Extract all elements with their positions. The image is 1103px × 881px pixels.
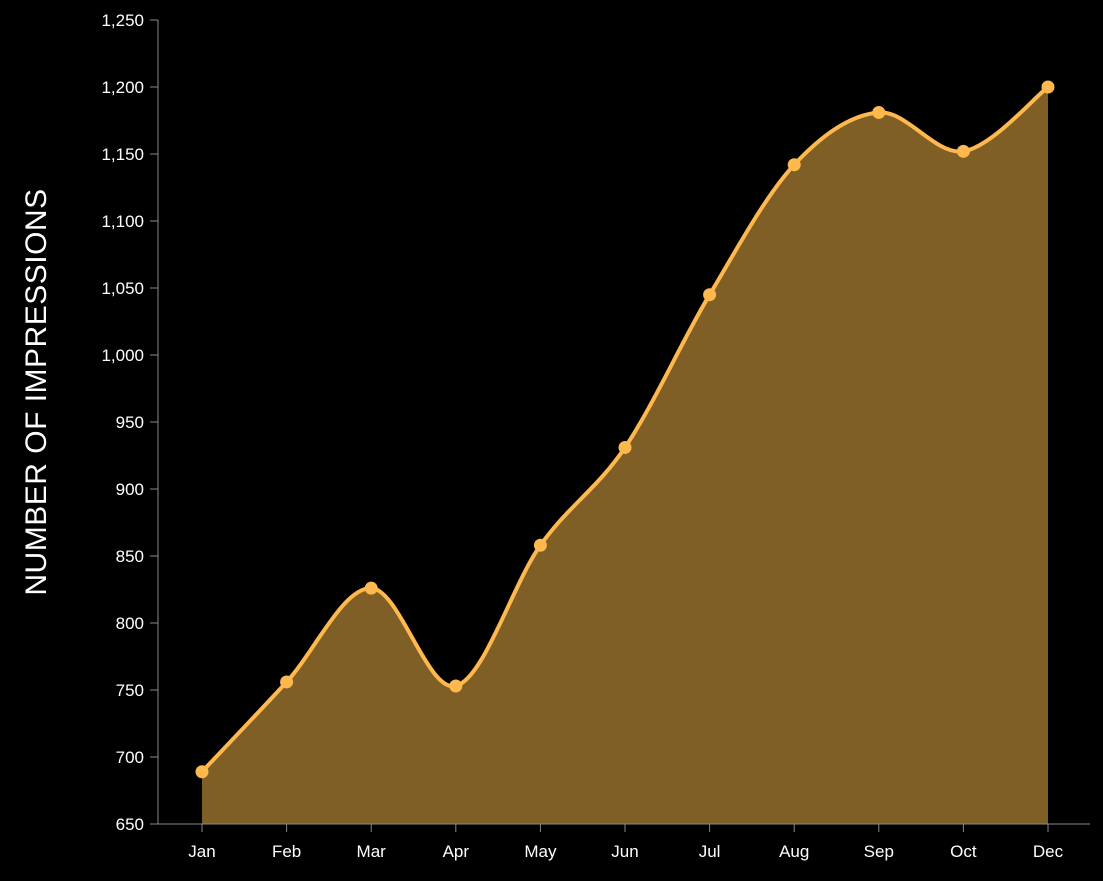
area-layer [200,85,1050,824]
y-tick-label: 800 [116,614,144,633]
y-tick-label: 1,100 [101,212,144,231]
data-point-may[interactable] [533,538,547,552]
x-tick-label: Apr [443,842,470,861]
y-tick-label: 650 [116,815,144,834]
data-point-jun[interactable] [618,440,632,454]
data-point-oct[interactable] [956,144,970,158]
data-point-apr[interactable] [449,679,463,693]
y-tick-label: 1,000 [101,346,144,365]
x-tick-label: May [524,842,557,861]
y-tick-label: 1,050 [101,279,144,298]
x-tick-label: Aug [779,842,809,861]
area-fill [202,87,1048,824]
x-tick-label: Jan [188,842,215,861]
points-layer [195,80,1055,779]
y-tick-label: 1,250 [101,11,144,30]
y-tick-label: 850 [116,547,144,566]
x-tick-label: Oct [950,842,977,861]
y-tick-label: 750 [116,681,144,700]
data-point-dec[interactable] [1041,80,1055,94]
x-tick-label: Feb [272,842,301,861]
x-tick-label: Sep [864,842,894,861]
data-point-aug[interactable] [787,158,801,172]
y-tick-label: 950 [116,413,144,432]
x-tick-label: Jul [699,842,721,861]
y-tick-label: 900 [116,480,144,499]
x-tick-label: Mar [357,842,387,861]
data-point-mar[interactable] [364,581,378,595]
x-tick-label: Dec [1033,842,1064,861]
data-point-jan[interactable] [195,765,209,779]
data-point-sep[interactable] [872,105,886,119]
data-point-feb[interactable] [280,675,294,689]
y-axis-title: NUMBER OF IMPRESSIONS [20,188,53,595]
y-tick-label: 1,150 [101,145,144,164]
data-point-jul[interactable] [703,288,717,302]
axis-layer: 650 700 750 800 850 900 950 1,000 1,050 1,100 1,15… [101,11,1090,861]
x-tick-label: Jun [611,842,638,861]
y-tick-label: 1,200 [101,78,144,97]
y-tick-label: 700 [116,748,144,767]
